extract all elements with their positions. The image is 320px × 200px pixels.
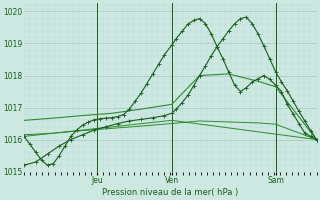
X-axis label: Pression niveau de la mer( hPa ): Pression niveau de la mer( hPa ) [102, 188, 238, 197]
